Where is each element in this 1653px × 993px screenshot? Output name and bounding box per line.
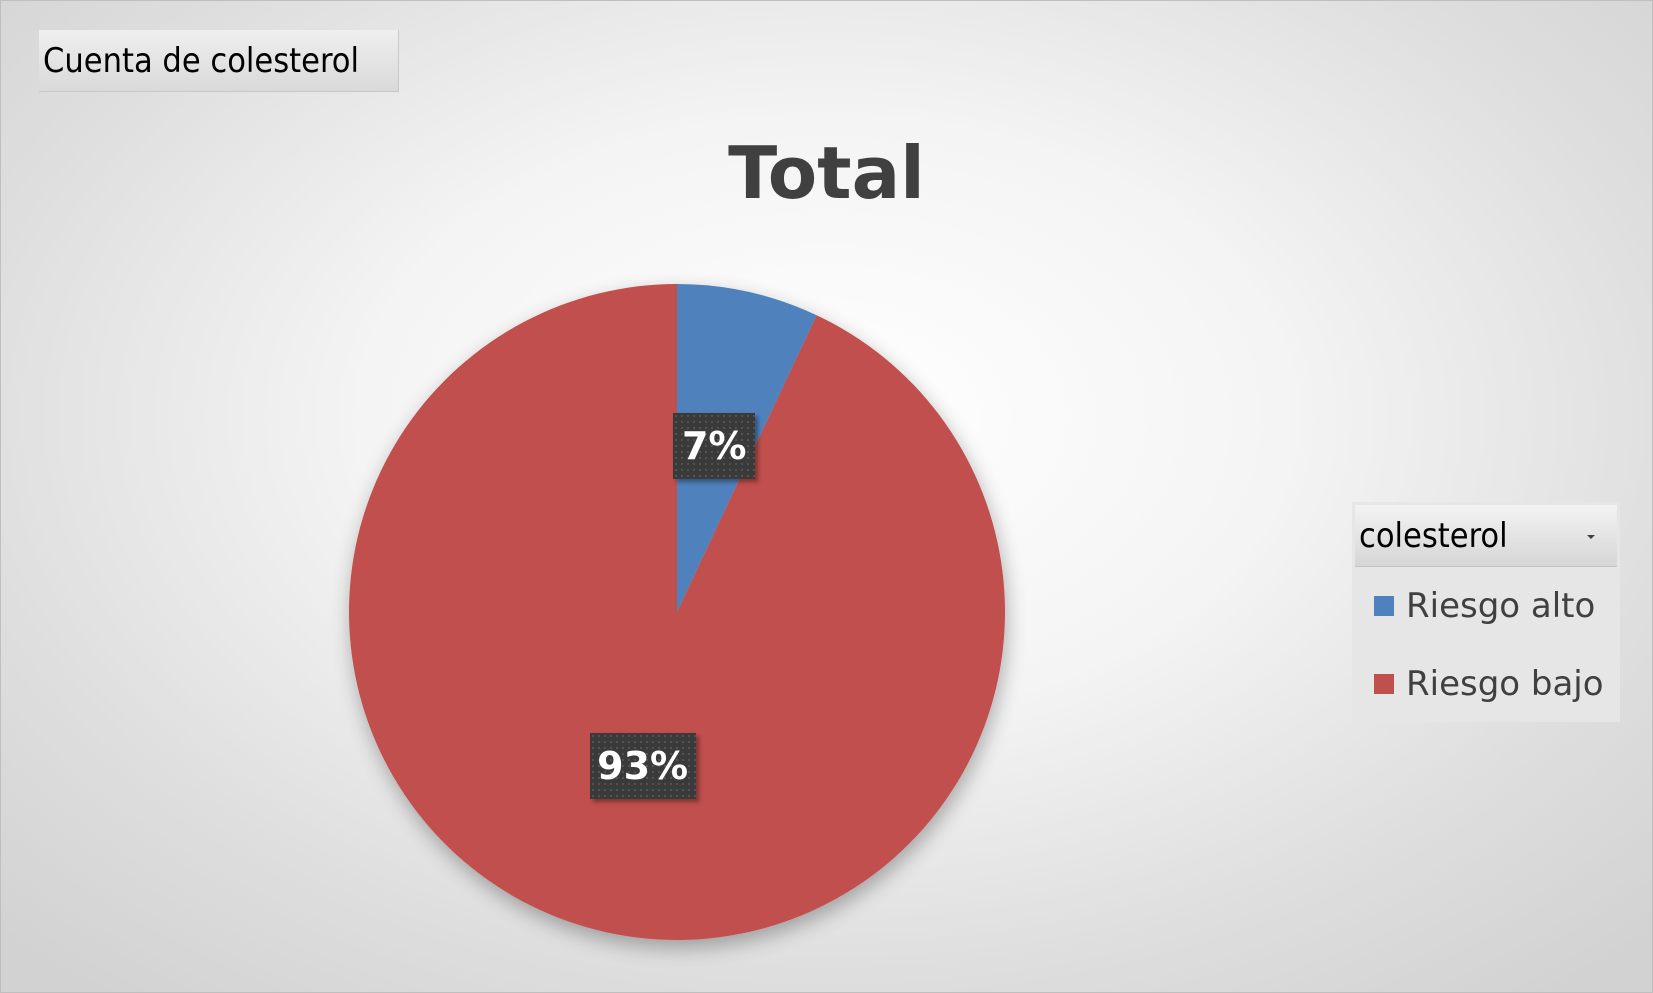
legend-label: Riesgo alto	[1406, 586, 1596, 626]
value-field-label: Cuenta de colesterol	[43, 41, 360, 81]
legend-field-label: colesterol	[1359, 516, 1508, 556]
chart-title: Total	[728, 131, 925, 215]
legend-swatch	[1374, 596, 1394, 616]
data-label-riesgo-bajo: 93%	[589, 732, 696, 799]
legend-swatch	[1374, 674, 1394, 694]
legend: colesterol Riesgo alto Riesgo bajo	[1352, 502, 1620, 722]
legend-field-button[interactable]: colesterol	[1355, 505, 1617, 567]
legend-label: Riesgo bajo	[1406, 664, 1604, 704]
data-label-riesgo-alto: 7%	[673, 412, 756, 479]
pie-slice-riesgo-bajo[interactable]	[348, 284, 1005, 941]
dropdown-arrow-icon[interactable]	[1587, 535, 1595, 539]
value-field-button[interactable]: Cuenta de colesterol	[39, 30, 399, 92]
